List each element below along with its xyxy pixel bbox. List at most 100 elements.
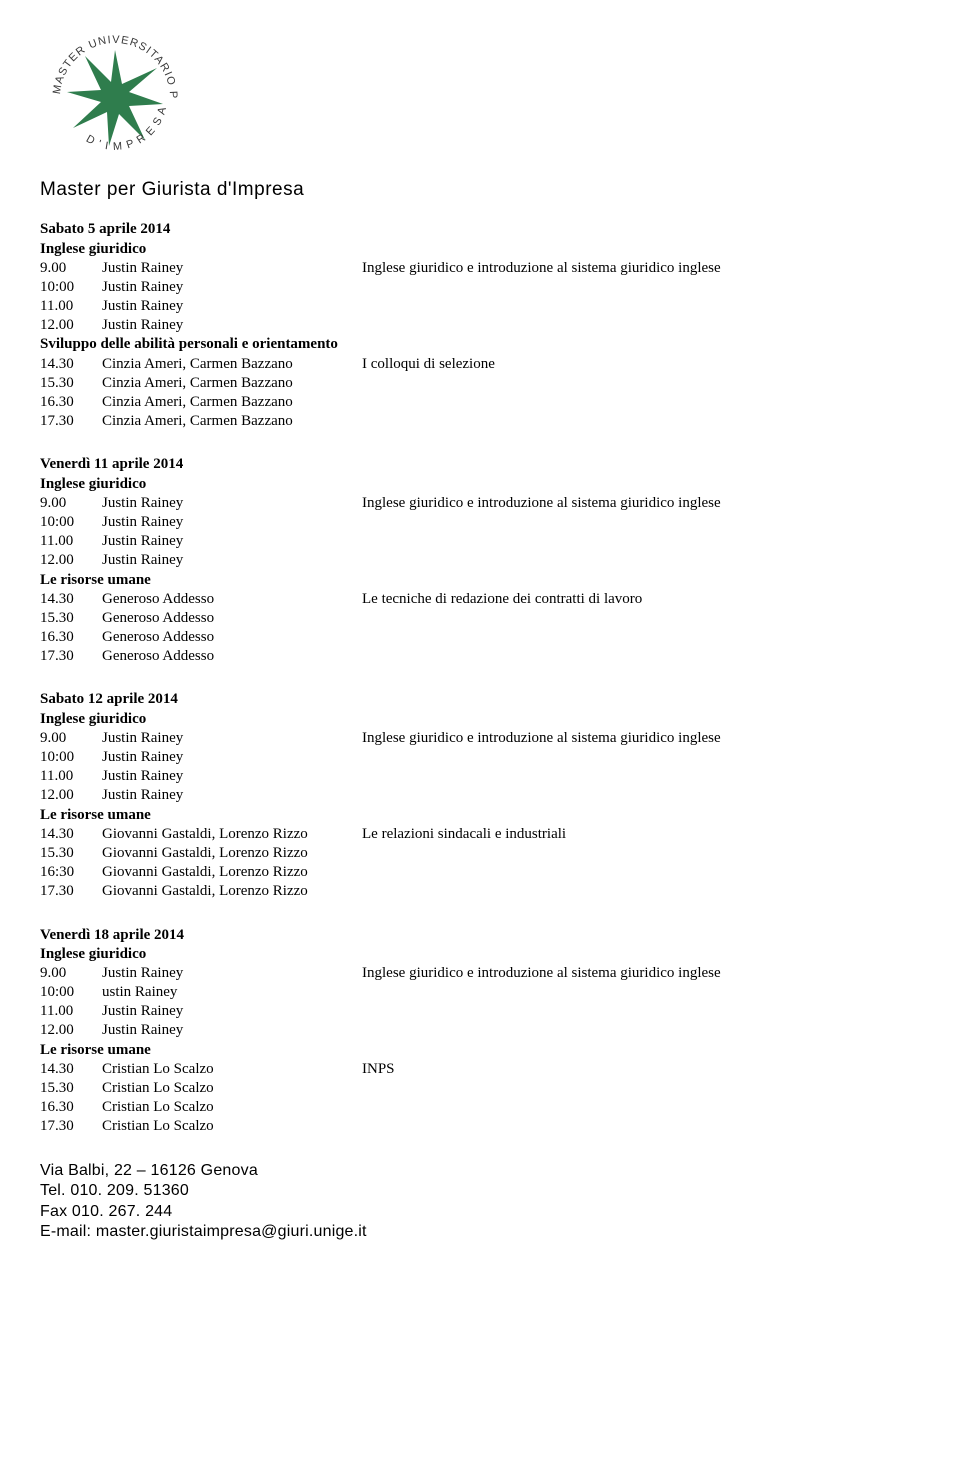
day-section: Sabato 5 aprile 2014Inglese giuridico 9.… (40, 220, 840, 431)
schedule-row: 17.30Cinzia Ameri, Carmen Bazzano (40, 412, 840, 431)
topic-cell (362, 647, 840, 666)
topic-cell: Inglese giuridico e introduzione al sist… (362, 259, 840, 278)
schedule-row: 15.30Cristian Lo Scalzo (40, 1079, 840, 1098)
time-cell: 10:00 (40, 748, 102, 767)
time-cell: 11.00 (40, 532, 102, 551)
topic-cell (362, 393, 840, 412)
schedule-row: 16:30Giovanni Gastaldi, Lorenzo Rizzo (40, 863, 840, 882)
day-section: Venerdì 11 aprile 2014 Inglese giuridico … (40, 455, 840, 666)
time-cell: 10:00 (40, 513, 102, 532)
footer-tel: Tel. 010. 209. 51360 (40, 1181, 840, 1201)
topic-cell (362, 767, 840, 786)
day-section: Sabato 12 aprile 2014Inglese giuridico 9… (40, 690, 840, 901)
time-cell: 12.00 (40, 551, 102, 570)
time-cell: 10:00 (40, 278, 102, 297)
time-cell: 17.30 (40, 412, 102, 431)
schedule-row: 15.30Generoso Addesso (40, 609, 840, 628)
block-heading: Le risorse umane (40, 571, 840, 590)
topic-cell (362, 316, 840, 335)
time-cell: 17.30 (40, 1117, 102, 1136)
schedule-row: 11.00Justin Rainey (40, 297, 840, 316)
speaker-cell: Justin Rainey (102, 1002, 362, 1021)
schedule-row: 14.30Generoso AddessoLe tecniche di reda… (40, 590, 840, 609)
schedule-row: 17.30Cristian Lo Scalzo (40, 1117, 840, 1136)
day-heading: Sabato 5 aprile 2014 (40, 220, 840, 239)
time-cell: 15.30 (40, 609, 102, 628)
speaker-cell: Justin Rainey (102, 729, 362, 748)
topic-cell (362, 863, 840, 882)
time-cell: 14.30 (40, 825, 102, 844)
footer-address: Via Balbi, 22 – 16126 Genova (40, 1161, 840, 1181)
topic-cell (362, 278, 840, 297)
schedule-row: 9.00Justin RaineyInglese giuridico e int… (40, 494, 840, 513)
block-heading: Inglese giuridico (40, 240, 840, 259)
speaker-cell: Generoso Addesso (102, 647, 362, 666)
logo: MASTER UNIVERSITARIO PER GIURISTA D ' I … (40, 20, 840, 170)
time-cell: 11.00 (40, 767, 102, 786)
schedule-row: 11.00Justin Rainey (40, 767, 840, 786)
topic-cell (362, 1002, 840, 1021)
schedule-row: 15.30Giovanni Gastaldi, Lorenzo Rizzo (40, 844, 840, 863)
speaker-cell: Justin Rainey (102, 786, 362, 805)
footer-email: E-mail: master.giuristaimpresa@giuri.uni… (40, 1222, 840, 1242)
schedule-row: 16.30Generoso Addesso (40, 628, 840, 647)
speaker-cell: Justin Rainey (102, 259, 362, 278)
day-heading: Venerdì 11 aprile 2014 (40, 455, 840, 474)
schedule-host: Sabato 5 aprile 2014Inglese giuridico 9.… (40, 220, 840, 1136)
time-cell: 16:30 (40, 863, 102, 882)
topic-cell: Inglese giuridico e introduzione al sist… (362, 729, 840, 748)
time-cell: 16.30 (40, 393, 102, 412)
topic-cell (362, 628, 840, 647)
speaker-cell: Cristian Lo Scalzo (102, 1079, 362, 1098)
topic-cell: Le relazioni sindacali e industriali (362, 825, 840, 844)
speaker-cell: Justin Rainey (102, 964, 362, 983)
time-cell: 11.00 (40, 297, 102, 316)
topic-cell (362, 882, 840, 901)
schedule-row: 15.30Cinzia Ameri, Carmen Bazzano (40, 374, 840, 393)
topic-cell (362, 786, 840, 805)
schedule-row: 14.30Cinzia Ameri, Carmen BazzanoI collo… (40, 355, 840, 374)
day-heading: Sabato 12 aprile 2014 (40, 690, 840, 709)
page-title: Master per Giurista d'Impresa (40, 178, 840, 202)
speaker-cell: Cristian Lo Scalzo (102, 1060, 362, 1079)
schedule-row: 9.00Justin RaineyInglese giuridico e int… (40, 964, 840, 983)
time-cell: 10:00 (40, 983, 102, 1002)
schedule-row: 11.00Justin Rainey (40, 1002, 840, 1021)
time-cell: 9.00 (40, 729, 102, 748)
speaker-cell: Giovanni Gastaldi, Lorenzo Rizzo (102, 844, 362, 863)
page: MASTER UNIVERSITARIO PER GIURISTA D ' I … (0, 0, 880, 1282)
speaker-cell: Justin Rainey (102, 278, 362, 297)
schedule-row: 9.00Justin RaineyInglese giuridico e int… (40, 729, 840, 748)
speaker-cell: Cinzia Ameri, Carmen Bazzano (102, 393, 362, 412)
speaker-cell: Giovanni Gastaldi, Lorenzo Rizzo (102, 863, 362, 882)
speaker-cell: Cinzia Ameri, Carmen Bazzano (102, 355, 362, 374)
speaker-cell: Cinzia Ameri, Carmen Bazzano (102, 412, 362, 431)
time-cell: 16.30 (40, 628, 102, 647)
topic-cell: Le tecniche di redazione dei contratti d… (362, 590, 840, 609)
speaker-cell: Justin Rainey (102, 532, 362, 551)
time-cell: 9.00 (40, 259, 102, 278)
topic-cell (362, 551, 840, 570)
block-heading: Inglese giuridico (40, 710, 840, 729)
schedule-row: 17.30 Giovanni Gastaldi, Lorenzo Rizzo (40, 882, 840, 901)
schedule-row: 16.30Cinzia Ameri, Carmen Bazzano (40, 393, 840, 412)
speaker-cell: Justin Rainey (102, 297, 362, 316)
topic-cell (362, 297, 840, 316)
speaker-cell: Justin Rainey (102, 513, 362, 532)
time-cell: 17.30 (40, 647, 102, 666)
schedule-row: 17.30Generoso Addesso (40, 647, 840, 666)
speaker-cell: Cristian Lo Scalzo (102, 1117, 362, 1136)
topic-cell: Inglese giuridico e introduzione al sist… (362, 494, 840, 513)
block-heading: Le risorse umane (40, 806, 840, 825)
time-cell: 9.00 (40, 964, 102, 983)
schedule-row: 12.00Justin Rainey (40, 1021, 840, 1040)
speaker-cell: Cristian Lo Scalzo (102, 1098, 362, 1117)
day-heading: Venerdì 18 aprile 2014 (40, 926, 840, 945)
topic-cell (362, 1098, 840, 1117)
time-cell: 11.00 (40, 1002, 102, 1021)
topic-cell (362, 609, 840, 628)
time-cell: 15.30 (40, 374, 102, 393)
block-heading: Inglese giuridico (40, 475, 840, 494)
block-heading: Inglese giuridico (40, 945, 840, 964)
speaker-cell: Generoso Addesso (102, 628, 362, 647)
